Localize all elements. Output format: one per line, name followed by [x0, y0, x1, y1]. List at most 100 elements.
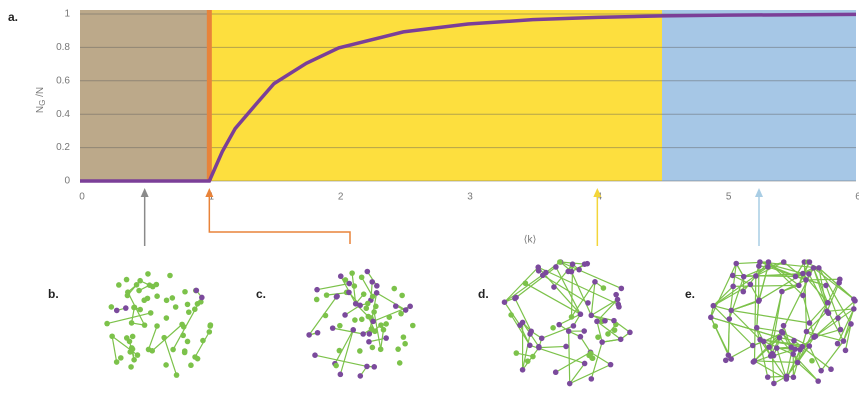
- edge: [755, 261, 785, 277]
- edge: [516, 352, 534, 358]
- node: [740, 288, 747, 295]
- node: [180, 324, 187, 330]
- edge: [596, 299, 618, 322]
- node: [553, 264, 559, 270]
- x-tick-label: 1: [209, 192, 215, 203]
- edge: [826, 282, 840, 312]
- edge: [727, 318, 730, 356]
- node: [194, 301, 201, 307]
- edge: [813, 300, 856, 338]
- node: [371, 309, 377, 315]
- node: [524, 358, 531, 364]
- edge: [553, 263, 574, 288]
- node: [749, 342, 756, 349]
- edge: [560, 261, 622, 289]
- edge: [802, 295, 815, 338]
- node: [757, 336, 763, 343]
- node: [530, 353, 536, 360]
- node: [550, 324, 556, 331]
- edge: [758, 266, 769, 301]
- node: [722, 357, 729, 364]
- edge: [808, 345, 822, 371]
- network: [104, 271, 214, 378]
- node: [563, 343, 569, 350]
- x-tick-label: 4: [597, 192, 603, 203]
- node: [346, 280, 353, 287]
- node: [104, 320, 110, 327]
- node: [810, 265, 817, 271]
- edge: [794, 261, 805, 277]
- edge: [710, 316, 780, 339]
- node: [352, 317, 358, 323]
- node: [346, 289, 352, 296]
- edge: [756, 327, 782, 333]
- node: [581, 360, 588, 367]
- node: [373, 303, 379, 310]
- node: [605, 331, 611, 337]
- node: [809, 357, 815, 364]
- node: [568, 314, 575, 320]
- edge: [792, 353, 819, 382]
- node: [134, 352, 141, 358]
- node: [188, 362, 194, 369]
- network-label: e.: [685, 287, 695, 301]
- node: [600, 285, 607, 291]
- node: [399, 292, 405, 299]
- node: [386, 314, 393, 320]
- network-label: d.: [478, 287, 489, 301]
- node: [402, 307, 409, 313]
- node: [409, 322, 416, 329]
- node: [812, 333, 819, 339]
- node: [357, 348, 363, 354]
- arrow: [593, 188, 602, 246]
- edge: [111, 336, 118, 363]
- node: [145, 271, 151, 277]
- edge: [767, 375, 787, 378]
- node: [141, 322, 148, 328]
- node: [161, 334, 167, 341]
- node: [364, 268, 371, 275]
- node: [627, 329, 633, 336]
- node: [207, 323, 213, 329]
- plot: 0 0.2 0.4 0.6 0.8 1 0 1 2 3 4 5 6: [56, 9, 859, 203]
- x-tick-label: 2: [338, 192, 344, 203]
- node: [364, 300, 371, 307]
- arrow-head: [140, 188, 149, 197]
- y-tick-label: 0.2: [56, 142, 70, 153]
- edge: [368, 337, 387, 343]
- edge: [519, 324, 531, 346]
- edge: [809, 302, 829, 324]
- node: [370, 318, 376, 325]
- node: [366, 331, 373, 337]
- node: [128, 364, 134, 370]
- node: [816, 265, 822, 271]
- node: [566, 380, 573, 387]
- node: [127, 349, 134, 355]
- node: [535, 264, 542, 271]
- node: [312, 352, 318, 358]
- node: [313, 296, 320, 303]
- edge: [713, 305, 732, 311]
- node: [585, 300, 591, 306]
- node: [377, 346, 384, 353]
- node: [528, 328, 534, 335]
- node: [773, 345, 780, 351]
- node: [780, 322, 787, 329]
- network-label: c.: [256, 287, 266, 301]
- node: [791, 337, 797, 344]
- arrow: [755, 188, 763, 246]
- node: [369, 344, 376, 351]
- node: [565, 328, 572, 334]
- node: [199, 294, 205, 301]
- node: [806, 271, 812, 277]
- arrow-shaft: [208, 191, 351, 244]
- node: [396, 360, 403, 366]
- node: [374, 283, 380, 289]
- node: [790, 374, 797, 381]
- x-tick-label: 3: [467, 192, 473, 203]
- node: [149, 283, 156, 290]
- node: [508, 312, 514, 318]
- node: [314, 286, 320, 293]
- edge: [555, 266, 581, 315]
